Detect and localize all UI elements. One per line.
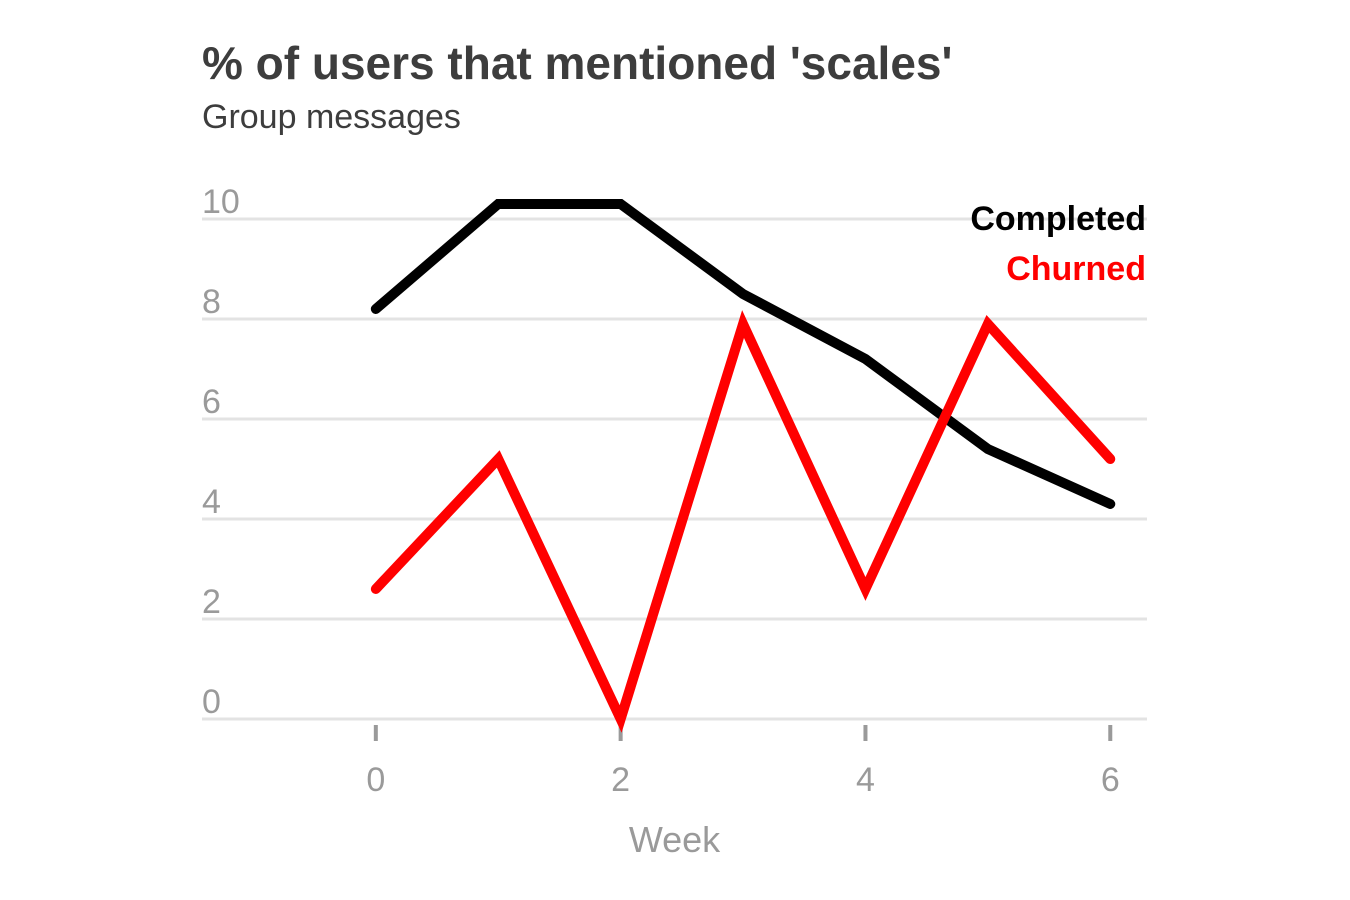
y-tick-label: 2 bbox=[202, 583, 221, 621]
x-axis-ticks: 0 2 4 6 bbox=[366, 725, 1120, 799]
x-axis-label: Week bbox=[629, 819, 721, 860]
series-line-completed bbox=[370, 199, 1116, 509]
y-tick-label: 0 bbox=[202, 683, 221, 721]
series-lines bbox=[370, 199, 1116, 733]
series-line-churned bbox=[370, 310, 1116, 733]
y-tick-label: 6 bbox=[202, 383, 221, 421]
x-tick-label: 6 bbox=[1101, 761, 1120, 799]
gridlines bbox=[202, 217, 1147, 721]
legend: Completed Churned bbox=[970, 200, 1146, 288]
y-tick-label: 4 bbox=[202, 483, 221, 521]
y-tick-label: 8 bbox=[202, 283, 221, 321]
x-tick-label: 2 bbox=[611, 761, 630, 799]
chart-title: % of users that mentioned 'scales' bbox=[202, 37, 953, 89]
chart-subtitle: Group messages bbox=[202, 98, 461, 136]
x-tick-label: 0 bbox=[366, 761, 385, 799]
y-tick-label: 10 bbox=[202, 183, 240, 221]
legend-item-churned: Churned bbox=[1006, 250, 1146, 288]
x-tick-label: 4 bbox=[856, 761, 875, 799]
y-axis-ticks: 0 2 4 6 8 10 bbox=[202, 183, 240, 721]
legend-item-completed: Completed bbox=[970, 200, 1146, 238]
